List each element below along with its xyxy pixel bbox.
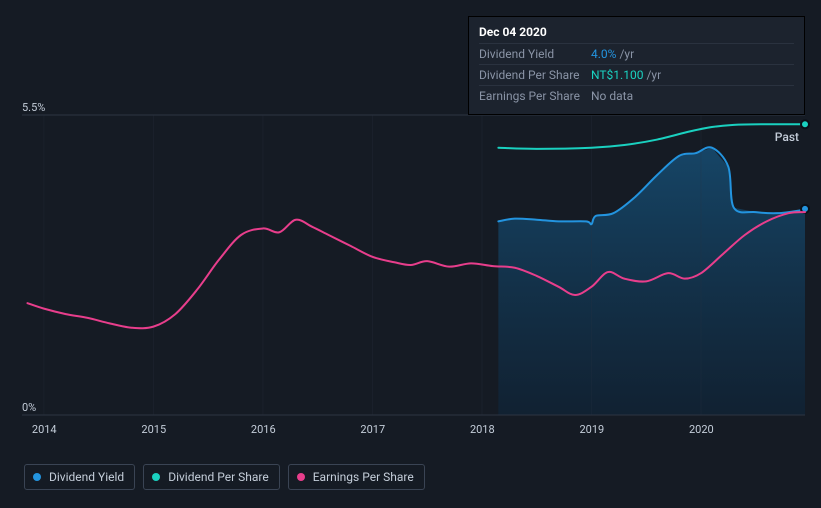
legend-label: Dividend Yield: [49, 470, 124, 484]
x-axis-label: 2014: [32, 423, 57, 436]
y-axis-label: 0%: [22, 401, 36, 414]
series-end-marker: [801, 120, 809, 128]
tooltip-row-label: Dividend Yield: [479, 45, 591, 63]
legend-label: Earnings Per Share: [313, 470, 414, 484]
legend-item[interactable]: Earnings Per Share: [288, 464, 425, 490]
tooltip-row: Earnings Per ShareNo data: [479, 85, 794, 106]
tooltip-row-value: NT$1.100: [591, 66, 643, 84]
legend-dot-icon: [297, 473, 305, 481]
legend-item[interactable]: Dividend Per Share: [143, 464, 280, 490]
legend-dot-icon: [33, 473, 41, 481]
x-axis-label: 2015: [141, 423, 166, 436]
tooltip-date: Dec 04 2020: [479, 23, 794, 43]
tooltip-row-value: 4.0%: [591, 45, 616, 63]
y-axis-label: 5.5%: [22, 101, 45, 114]
legend-item[interactable]: Dividend Yield: [24, 464, 135, 490]
tooltip: Dec 04 2020 Dividend Yield4.0%/yrDividen…: [468, 16, 805, 115]
past-label: Past: [775, 130, 799, 144]
tooltip-row-suffix: /yr: [646, 66, 661, 84]
legend: Dividend Yield Dividend Per Share Earnings…: [24, 464, 425, 490]
legend-label: Dividend Per Share: [168, 470, 269, 484]
x-axis-label: 2016: [251, 423, 276, 436]
tooltip-row-label: Earnings Per Share: [479, 87, 591, 105]
x-axis-label: 2019: [579, 423, 604, 436]
tooltip-row: Dividend Per ShareNT$1.100/yr: [479, 64, 794, 85]
series-line: [498, 124, 805, 149]
tooltip-row-label: Dividend Per Share: [479, 66, 591, 84]
tooltip-row-suffix: /yr: [619, 45, 634, 63]
legend-dot-icon: [152, 473, 160, 481]
shaded-region: [498, 148, 805, 415]
tooltip-row-value: No data: [591, 87, 633, 105]
tooltip-row: Dividend Yield4.0%/yr: [479, 43, 794, 64]
x-axis-label: 2020: [689, 423, 714, 436]
x-axis-label: 2017: [360, 423, 385, 436]
x-axis-label: 2018: [470, 423, 495, 436]
